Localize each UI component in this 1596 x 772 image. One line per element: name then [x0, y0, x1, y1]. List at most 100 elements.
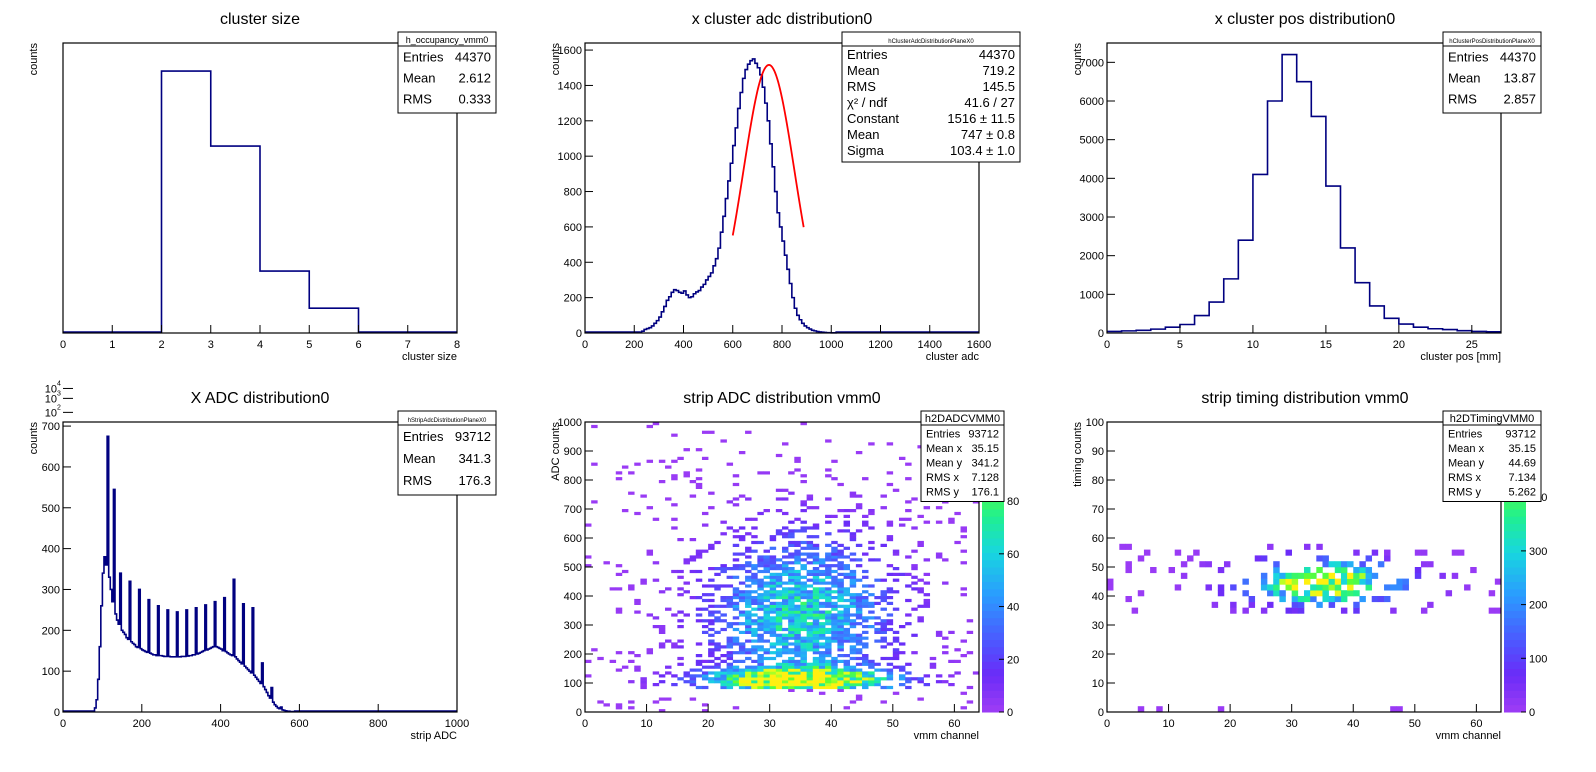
heatmap-cell: [837, 685, 844, 690]
color-scale-segment: [982, 509, 1004, 517]
heatmap-cell: [923, 601, 931, 605]
heatmap-cell: [745, 584, 752, 588]
heatmap-cell: [905, 517, 912, 521]
heatmap-cell: [794, 627, 801, 632]
heatmap-cell: [1304, 572, 1311, 579]
heatmap-cell: [812, 642, 820, 646]
heatmap-cell: [892, 630, 900, 634]
heatmap-cell: [720, 520, 727, 524]
stats-value: 44370: [979, 47, 1015, 62]
heatmap-cell: [966, 651, 974, 655]
heatmap-cell: [812, 683, 820, 687]
heatmap-cell: [726, 604, 734, 608]
heatmap-cell: [1310, 596, 1317, 603]
heatmap-cell: [763, 561, 770, 565]
heatmap-cell: [782, 616, 789, 620]
heatmap-cell: [1316, 555, 1323, 562]
heatmap-cell: [757, 555, 764, 559]
heatmap-cell: [825, 642, 832, 646]
heatmap-cell: [782, 683, 789, 687]
heatmap-cell: [818, 590, 826, 594]
heatmap-cell: [898, 668, 906, 672]
heatmap-cell: [855, 610, 863, 614]
heatmap-cell: [714, 642, 721, 646]
heatmap-cell: [960, 639, 967, 643]
heatmap-cell: [757, 674, 764, 678]
heatmap-cell: [732, 601, 740, 605]
heatmap-cell: [843, 622, 851, 626]
heatmap-cell: [775, 607, 783, 611]
heatmap-cell: [751, 596, 758, 600]
heatmap-cell: [800, 558, 807, 562]
heatmap-cell: [849, 491, 857, 495]
color-scale-segment: [1504, 617, 1526, 626]
heatmap-cell: [714, 616, 721, 620]
heatmap-cell: [837, 549, 844, 553]
heatmap-cell: [892, 578, 900, 582]
heatmap-cell: [837, 561, 844, 565]
heatmap-cell: [862, 625, 869, 629]
heatmap-cell: [898, 517, 906, 521]
stats-value: 44.69: [1508, 457, 1536, 469]
y-tick-label: 50: [1092, 562, 1104, 574]
heatmap-cell: [720, 674, 727, 678]
heatmap-cell: [825, 468, 832, 472]
heatmap-cell: [862, 619, 869, 623]
heatmap-cell: [714, 648, 721, 652]
heatmap-cell: [751, 613, 758, 617]
heatmap-cell: [782, 532, 789, 536]
heatmap-cell: [843, 567, 851, 571]
heatmap-cell: [1322, 561, 1329, 568]
heatmap-cell: [708, 546, 715, 550]
color-scale-label: 200: [1529, 600, 1547, 612]
heatmap-cell: [658, 709, 666, 713]
heatmap-cell: [720, 569, 727, 574]
heatmap-cell: [757, 680, 764, 684]
heatmap-cell: [1347, 590, 1354, 597]
heatmap-cell: [1340, 607, 1348, 614]
heatmap-cell: [775, 616, 783, 620]
y-axis-label: counts: [1072, 43, 1084, 76]
stats-name: h2DTimingVMM0: [1450, 413, 1535, 425]
heatmap-cell: [751, 685, 758, 690]
heatmap-cell: [788, 569, 795, 574]
heatmap-cell: [782, 642, 789, 646]
heatmap-cell: [800, 564, 807, 568]
color-scale-label: 60: [1007, 549, 1019, 561]
heatmap-cell: [689, 555, 697, 559]
heatmap-cell: [763, 598, 770, 603]
heatmap-cell: [794, 459, 801, 463]
heatmap-cell: [658, 459, 666, 463]
heatmap-cell: [788, 607, 795, 611]
heatmap-cell: [837, 648, 844, 652]
heatmap-cell: [1322, 578, 1329, 585]
heatmap-cell: [782, 627, 789, 632]
heatmap-cell: [812, 616, 820, 620]
heatmap-cell: [898, 523, 906, 527]
heatmap-cell: [892, 665, 900, 669]
heatmap-cell: [806, 593, 814, 597]
heatmap-cell: [837, 688, 844, 692]
heatmap-cell: [917, 619, 924, 623]
heatmap-cell: [818, 596, 826, 600]
heatmap-cell: [646, 424, 654, 429]
plot-area: [585, 422, 980, 713]
heatmap-cell: [892, 648, 900, 652]
heatmap-cell: [732, 543, 740, 547]
heatmap-cell: [942, 636, 949, 640]
heatmap-cell: [837, 677, 844, 681]
heatmap-cell: [794, 575, 801, 579]
heatmap-cell: [732, 677, 740, 681]
heatmap-cell: [775, 651, 783, 655]
heatmap-cell: [751, 572, 758, 576]
heatmap-cell: [825, 685, 832, 690]
heatmap-cell: [745, 596, 752, 600]
heatmap-cell: [837, 639, 844, 643]
heatmap-cell: [714, 674, 721, 678]
heatmap-cell: [775, 564, 783, 568]
x-tick-label: 1: [109, 339, 115, 351]
heatmap-cell: [757, 662, 764, 666]
heatmap-cell: [689, 558, 697, 562]
y-tick-label: 200: [564, 293, 582, 305]
heatmap-cell: [1291, 590, 1299, 597]
